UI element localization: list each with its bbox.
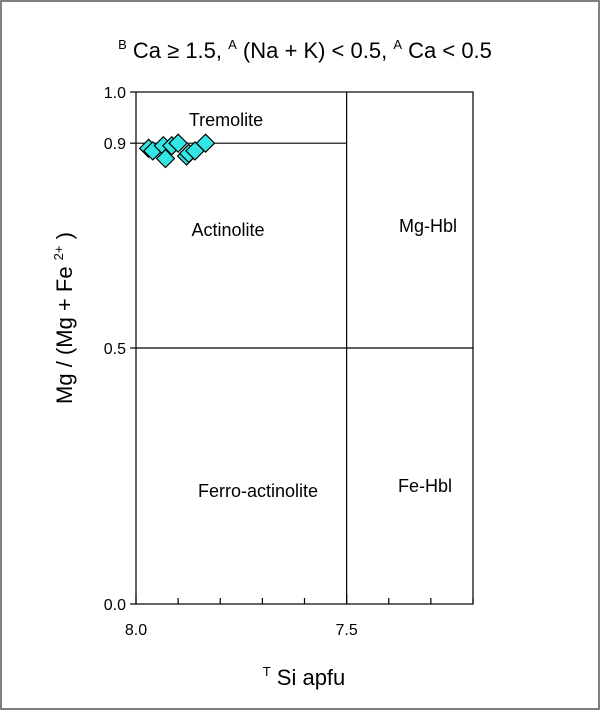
y-tick-label: 1.0 [104,85,126,102]
y-axis-label-text: Mg / (Mg + Fe [52,266,77,404]
data-point [168,133,188,154]
title-text-3: Ca < 0.5 [408,38,492,63]
y-tick-label: 0.5 [104,341,126,358]
y-axis-ticks: 0.0 0.5 0.9 1.0 [104,85,136,614]
field-label-fe-hbl: Fe-Hbl [398,476,452,496]
data-point [155,148,176,169]
y-tick-label: 0.0 [104,597,126,614]
x-axis-label-sup: T [263,664,271,679]
y-axis-label: Mg / (Mg + Fe 2+ ) [43,232,77,404]
title-text-2: (Na + K) < 0.5, [243,38,393,63]
y-axis-label-tail: ) [52,232,77,239]
title-sup-2: A [228,37,237,52]
x-axis-label: T Si apfu [263,656,346,690]
x-axis-ticks: 8.0 7.5 [125,594,474,639]
field-label-ferro-actinolite: Ferro-actinolite [198,481,318,501]
x-tick-label: 7.5 [336,622,358,639]
title-sup-1: B [118,37,127,52]
field-label-mg-hbl: Mg-Hbl [399,216,457,236]
x-axis-label-text: Si apfu [277,665,346,690]
field-label-tremolite: Tremolite [189,110,263,130]
chart-title: B Ca ≥ 1.5, A (Na + K) < 0.5, A Ca < 0.5 [118,29,492,63]
y-tick-label: 0.9 [104,136,126,153]
y-axis-label-sup: 2+ [51,245,66,260]
data-point [195,133,216,154]
field-label-actinolite: Actinolite [191,220,264,240]
title-sup-3: A [393,37,402,52]
title-text-1: Ca ≥ 1.5, [133,38,228,63]
x-tick-label: 8.0 [125,622,147,639]
data-points [138,133,216,169]
